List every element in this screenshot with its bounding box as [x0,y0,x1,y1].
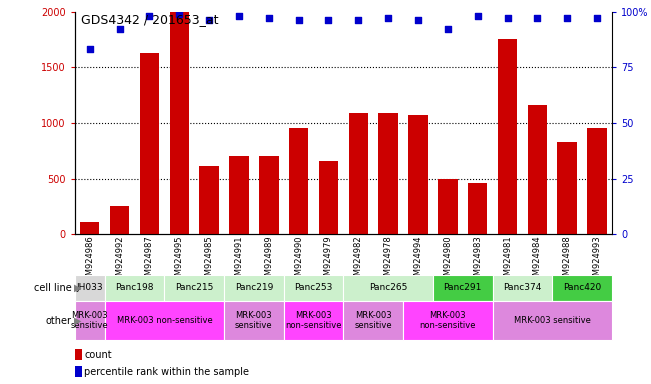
Text: MRK-003
sensitive: MRK-003 sensitive [235,311,273,330]
Bar [408,115,428,234]
Bar [587,128,607,234]
Point [145,13,155,19]
Text: Panc219: Panc219 [235,283,273,293]
Bar [319,161,338,234]
Text: JH033: JH033 [76,283,103,293]
Bar [493,301,612,340]
Point [204,17,214,23]
Text: Panc265: Panc265 [369,283,408,293]
Bar [140,53,159,234]
Bar [75,366,81,377]
Bar [75,349,81,360]
Point [85,46,95,53]
Bar [468,183,488,234]
Bar [403,301,493,340]
Bar [344,275,433,301]
Point [413,17,423,23]
Bar [349,113,368,234]
Point [115,26,125,32]
Text: percentile rank within the sample: percentile rank within the sample [84,367,249,377]
Bar [75,275,105,301]
Bar [493,275,552,301]
Bar [224,275,284,301]
Bar [164,275,224,301]
Point [234,13,244,19]
Point [443,26,453,32]
Text: Panc291: Panc291 [443,283,482,293]
Text: ▶: ▶ [74,316,82,326]
Bar [552,275,612,301]
Bar [170,12,189,234]
Bar [75,301,105,340]
Point [174,11,184,17]
Point [383,15,393,21]
Text: Panc420: Panc420 [563,283,602,293]
Text: MRK-003 sensitive: MRK-003 sensitive [514,316,590,325]
Point [264,15,274,21]
Text: cell line: cell line [34,283,72,293]
Bar [378,113,398,234]
Bar [80,222,100,234]
Bar [105,275,164,301]
Bar [105,301,224,340]
Bar [284,275,344,301]
Bar [557,142,577,234]
Text: Panc253: Panc253 [294,283,333,293]
Point [532,15,542,21]
Point [473,13,483,19]
Bar [259,156,279,234]
Bar [498,40,517,234]
Text: Panc198: Panc198 [115,283,154,293]
Bar [438,179,458,234]
Text: MRK-003
non-sensitive: MRK-003 non-sensitive [420,311,476,330]
Text: MRK-003
sensitive: MRK-003 sensitive [354,311,392,330]
Text: Panc215: Panc215 [175,283,214,293]
Bar [344,301,403,340]
Bar [433,275,493,301]
Point [353,17,363,23]
Text: MRK-003 non-sensitive: MRK-003 non-sensitive [117,316,212,325]
Text: GDS4342 / 201653_at: GDS4342 / 201653_at [81,13,219,26]
Text: count: count [84,349,112,359]
Bar [229,156,249,234]
Bar [528,105,547,234]
Point [592,15,602,21]
Bar [284,301,344,340]
Text: ▶: ▶ [74,283,82,293]
Bar [224,301,284,340]
Point [562,15,572,21]
Text: MRK-003
non-sensitive: MRK-003 non-sensitive [285,311,342,330]
Text: other: other [46,316,72,326]
Point [324,17,334,23]
Point [503,15,513,21]
Bar [199,166,219,234]
Bar [289,128,309,234]
Text: MRK-003
sensitive: MRK-003 sensitive [71,311,109,330]
Point [294,17,304,23]
Text: Panc374: Panc374 [503,283,542,293]
Bar [110,207,130,234]
